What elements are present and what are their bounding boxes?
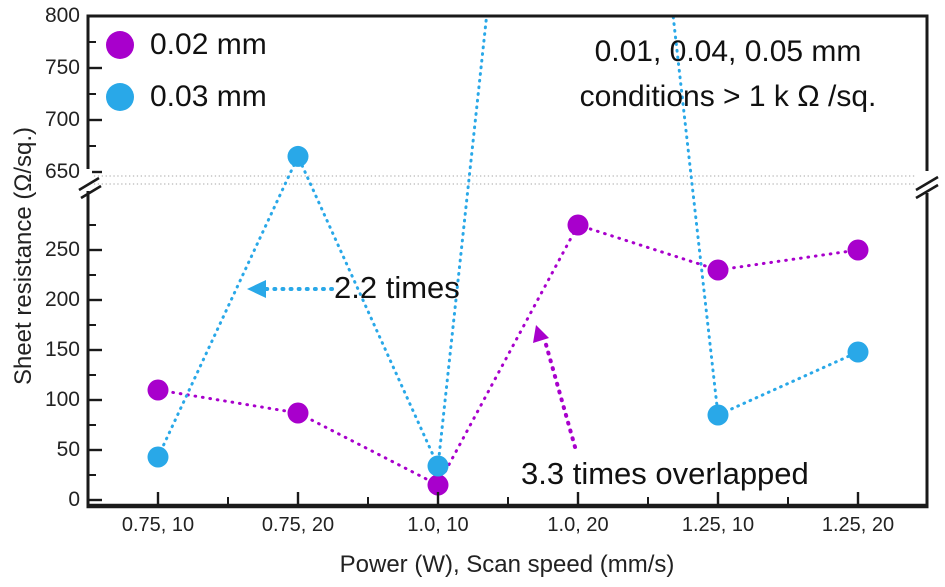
axis-break-mark-left (78, 176, 100, 192)
purple-arrow-head-icon (533, 325, 549, 343)
series-layer (147, 17, 869, 496)
y-tick-label-100: 100 (44, 388, 80, 411)
series-line-0.03mm (156, 17, 860, 472)
data-point-0.03mm-2 (427, 455, 449, 477)
blue-arrow-head-icon (247, 280, 266, 298)
annotation-3.3-times-overlapped: 3.3 times overlapped (521, 456, 809, 491)
x-tick-label-5: 1.25, 20 (821, 514, 895, 536)
legend-item-0.02mm: 0.02 mm (106, 24, 267, 66)
offscale-note-line2: conditions > 1 k Ω /sq. (579, 80, 877, 113)
y-tick-label-150: 150 (44, 338, 80, 361)
y-tick-label-250: 250 (44, 238, 80, 261)
series-line-0.02mm (156, 223, 860, 488)
y-tick-label-0: 0 (68, 488, 80, 511)
axis-break-mark-right (915, 175, 939, 192)
y-tick-label-200: 200 (44, 288, 80, 311)
x-tick-label-3: 1.0, 20 (547, 514, 609, 536)
purple-arrow-shaft (543, 339, 577, 449)
x-axis-title: Power (W), Scan speed (mm/s) (339, 551, 675, 578)
x-tick-label-4: 1.25, 10 (681, 514, 755, 536)
y-axis-break-gap-left (84, 169, 92, 191)
offscale-note: 0.01, 0.04, 0.05 mm conditions > 1 k Ω /… (518, 29, 938, 119)
y-tick-label-650: 650 (44, 160, 80, 183)
annotation-2.2-times: 2.2 times (334, 270, 460, 305)
y-tick-label-800: 800 (44, 4, 80, 27)
y-tick-label-700: 700 (44, 108, 80, 131)
y-tick-label-50: 50 (56, 438, 80, 461)
axis-break-mark-left (80, 184, 102, 200)
data-point-0.02mm-5 (847, 239, 869, 261)
legend-marker-0.02mm-icon (106, 31, 134, 59)
offscale-note-line1: 0.01, 0.04, 0.05 mm (594, 35, 862, 68)
data-point-0.03mm-5 (847, 341, 869, 363)
data-point-0.02mm-2 (427, 474, 449, 496)
legend-marker-0.03mm-icon (106, 83, 134, 111)
data-point-0.02mm-4 (707, 259, 729, 281)
x-tick-label-1: 0.75, 20 (261, 514, 335, 536)
legend-item-0.03mm: 0.03 mm (106, 76, 267, 118)
data-point-0.03mm-1 (287, 145, 309, 167)
data-point-0.02mm-1 (287, 402, 309, 424)
data-point-0.02mm-3 (567, 214, 589, 236)
x-tick-label-0: 0.75, 10 (121, 514, 195, 536)
legend-label-0.03mm: 0.03 mm (150, 80, 267, 113)
data-point-0.03mm-0 (147, 446, 169, 468)
legend-label-0.02mm: 0.02 mm (150, 28, 267, 61)
data-point-0.03mm-4 (707, 404, 729, 426)
legend: 0.02 mm 0.03 mm (106, 24, 267, 118)
axis-break-mark-right (915, 183, 939, 200)
x-tick-label-2: 1.0, 10 (407, 514, 469, 536)
y-tick-label-750: 750 (44, 56, 80, 79)
data-point-0.02mm-0 (147, 379, 169, 401)
